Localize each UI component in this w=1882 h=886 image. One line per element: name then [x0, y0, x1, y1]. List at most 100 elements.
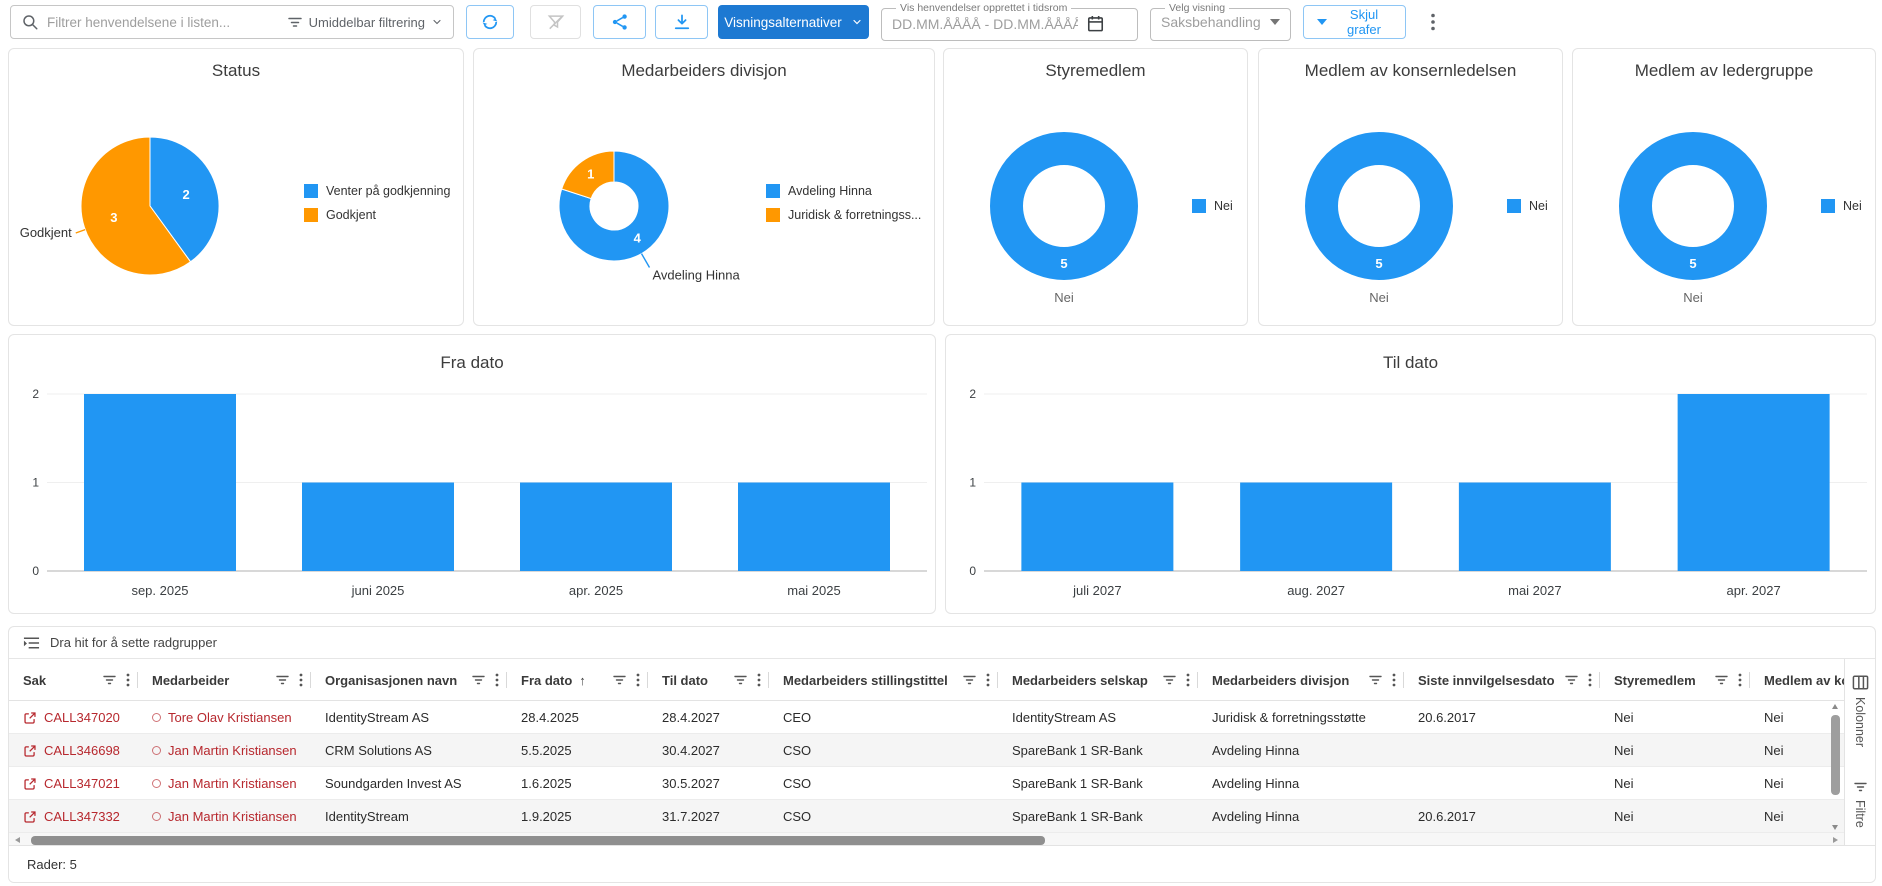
table-row[interactable]: CALL347021Jan Martin KristiansenSoundgar… [9, 767, 1844, 800]
legend-item[interactable]: Nei [1507, 199, 1548, 213]
legend-swatch [1192, 199, 1206, 213]
columns-panel-tab[interactable]: Kolonner [1852, 675, 1869, 747]
open-case-icon[interactable] [23, 777, 37, 791]
legend-item[interactable]: Nei [1192, 199, 1233, 213]
svg-text:2: 2 [32, 387, 39, 401]
svg-text:1: 1 [969, 476, 976, 490]
case-link[interactable]: CALL347020 [23, 710, 120, 725]
column-header-medlem[interactable]: Medlem av ko [1750, 659, 1844, 701]
legend-item[interactable]: Godkjent [304, 208, 450, 222]
employee-link[interactable]: Tore Olav Kristiansen [152, 710, 292, 725]
presence-ring-icon [152, 812, 161, 821]
open-case-icon[interactable] [23, 744, 37, 758]
to-date-chart-card: Til dato 210juli 2027aug. 2027mai 2027ap… [945, 334, 1876, 614]
view-options-button[interactable]: Visningsalternativer [718, 5, 869, 39]
hide-charts-button[interactable]: Skjul grafer [1303, 5, 1406, 39]
case-link[interactable]: CALL346698 [23, 743, 120, 758]
column-header-medarbeider[interactable]: Medarbeider [138, 659, 311, 701]
filter-icon[interactable] [472, 674, 485, 686]
column-header-sak[interactable]: Sak [9, 659, 138, 701]
employee-link[interactable]: Jan Martin Kristiansen [152, 809, 297, 824]
filter-icon[interactable] [103, 674, 116, 686]
filter-icon[interactable] [1163, 674, 1176, 686]
bar[interactable] [520, 483, 672, 572]
table-row[interactable]: CALL346698Jan Martin KristiansenCRM Solu… [9, 734, 1844, 767]
vertical-scroll-thumb[interactable] [1831, 715, 1840, 795]
kebab-menu-icon[interactable] [299, 673, 303, 687]
filter-icon[interactable] [1565, 674, 1578, 686]
filter-icon[interactable] [613, 674, 626, 686]
calendar-icon[interactable] [1086, 14, 1105, 33]
kebab-menu-icon[interactable] [636, 673, 640, 687]
horizontal-scroll-thumb[interactable] [31, 836, 1045, 845]
row-group-dropzone[interactable]: Dra hit for å sette radgrupper [9, 627, 1875, 659]
column-header-selskap[interactable]: Medarbeiders selskap [998, 659, 1198, 701]
legend-item[interactable]: Juridisk & forretningss... [766, 208, 921, 222]
open-case-icon[interactable] [23, 810, 37, 824]
filter-icon[interactable] [1715, 674, 1728, 686]
refresh-button[interactable] [466, 5, 514, 39]
kebab-menu-icon[interactable] [1588, 673, 1592, 687]
scroll-down-arrow[interactable] [1832, 825, 1838, 830]
vertical-scrollbar[interactable] [1829, 701, 1841, 833]
clear-filter-button[interactable] [530, 5, 581, 39]
cases-table: Dra hit for å sette radgrupper SakMedarb… [8, 626, 1876, 883]
bar[interactable] [1240, 483, 1392, 572]
column-header-styremedlem[interactable]: Styremedlem [1600, 659, 1750, 701]
pie-slice[interactable] [1007, 149, 1122, 264]
column-header-organisasjon[interactable]: Organisasjonen navn [311, 659, 507, 701]
bar[interactable] [302, 483, 454, 572]
leader-group-donut-chart: 5Nei [1573, 49, 1875, 325]
filter-icon[interactable] [1369, 674, 1382, 686]
pie-slice[interactable] [1322, 149, 1437, 264]
legend-item[interactable]: Nei [1821, 199, 1862, 213]
filter-icon[interactable] [963, 674, 976, 686]
bar[interactable] [1678, 394, 1830, 571]
view-options-label: Visningsalternativer [724, 15, 842, 30]
svg-text:0: 0 [969, 564, 976, 578]
date-range-input[interactable] [892, 16, 1078, 32]
view-select-field[interactable]: Velg visning Saksbehandling [1150, 2, 1291, 41]
instant-filter-dropdown[interactable]: Umiddelbar filtrering [287, 15, 443, 30]
svg-text:Nei: Nei [1683, 290, 1703, 305]
kebab-menu-icon[interactable] [1186, 673, 1190, 687]
scroll-right-arrow[interactable] [1833, 837, 1838, 843]
search-filter-box[interactable]: Umiddelbar filtrering [10, 5, 454, 39]
kebab-menu-icon[interactable] [1392, 673, 1396, 687]
bar[interactable] [1021, 483, 1173, 572]
case-link[interactable]: CALL347332 [23, 809, 120, 824]
more-options-button[interactable] [1420, 8, 1446, 36]
scroll-up-arrow[interactable] [1832, 704, 1838, 709]
legend-item[interactable]: Venter på godkjenning [304, 184, 450, 198]
share-button[interactable] [593, 5, 646, 39]
filter-icon[interactable] [734, 674, 747, 686]
kebab-menu-icon[interactable] [1738, 673, 1742, 687]
employee-link[interactable]: Jan Martin Kristiansen [152, 743, 297, 758]
column-header-fra[interactable]: Fra dato↑ [507, 659, 648, 701]
bar[interactable] [84, 394, 236, 571]
column-header-siste[interactable]: Siste innvilgelsesdato [1404, 659, 1600, 701]
filters-panel-tab[interactable]: Filtre [1853, 781, 1867, 828]
bar[interactable] [1459, 483, 1611, 572]
bar[interactable] [738, 483, 890, 572]
date-range-field[interactable]: Vis henvendelser opprettet i tidsrom [881, 2, 1138, 41]
scroll-left-arrow[interactable] [15, 837, 20, 843]
kebab-menu-icon[interactable] [757, 673, 761, 687]
kebab-menu-icon[interactable] [986, 673, 990, 687]
table-row[interactable]: CALL347020Tore Olav KristiansenIdentityS… [9, 701, 1844, 734]
legend-item[interactable]: Avdeling Hinna [766, 184, 921, 198]
search-input[interactable] [47, 15, 279, 30]
case-link[interactable]: CALL347021 [23, 776, 120, 791]
kebab-menu-icon[interactable] [495, 673, 499, 687]
column-header-stilling[interactable]: Medarbeiders stillingstittel [769, 659, 998, 701]
column-header-divisjon[interactable]: Medarbeiders divisjon [1198, 659, 1404, 701]
kebab-menu-icon[interactable] [126, 673, 130, 687]
download-button[interactable] [655, 5, 708, 39]
table-row[interactable]: CALL347332Jan Martin KristiansenIdentity… [9, 800, 1844, 833]
filter-icon[interactable] [276, 674, 289, 686]
employee-link[interactable]: Jan Martin Kristiansen [152, 776, 297, 791]
pie-slice[interactable] [1636, 149, 1751, 264]
cell-siste [1404, 734, 1600, 767]
open-case-icon[interactable] [23, 711, 37, 725]
column-header-til[interactable]: Til dato [648, 659, 769, 701]
